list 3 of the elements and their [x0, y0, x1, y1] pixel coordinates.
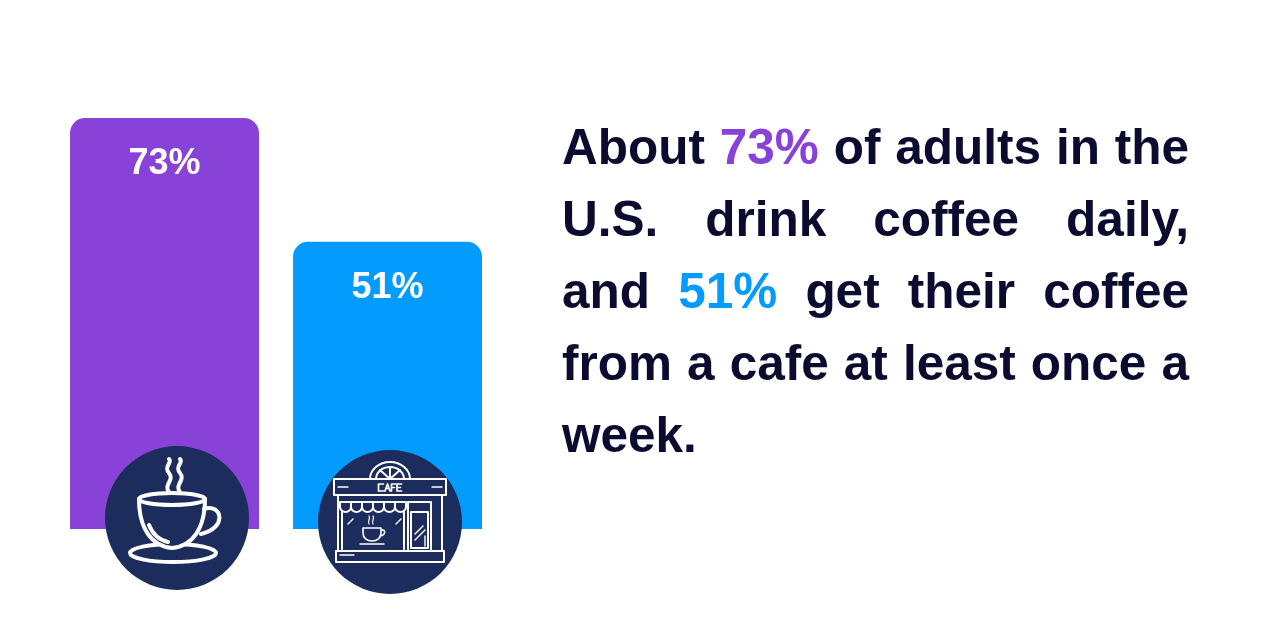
data-label: 73% [128, 140, 201, 182]
chart-title: About 73% of adults in the U.S. drink coffee daily, and 51% get their coffee from a cafe at least once a week. [562, 119, 1189, 462]
data-label: 51% [351, 264, 424, 306]
